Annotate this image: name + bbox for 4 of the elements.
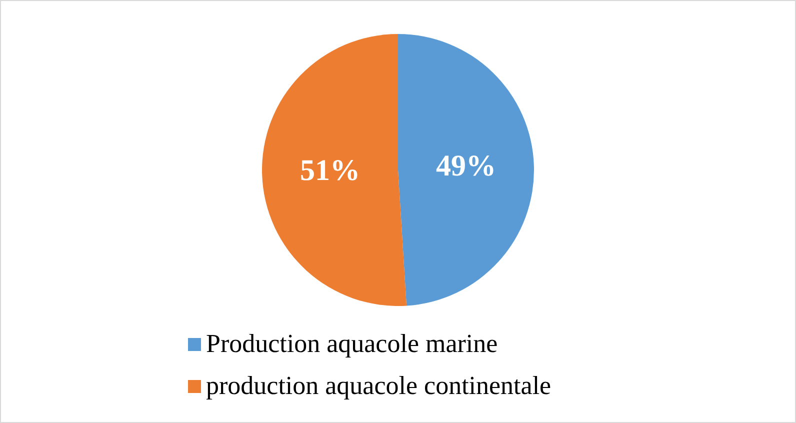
legend-label: Production aquacole marine <box>206 329 498 359</box>
legend-label: production aquacole continentale <box>206 371 552 401</box>
data-label: 49% <box>436 150 496 183</box>
data-label: 51% <box>300 154 360 187</box>
